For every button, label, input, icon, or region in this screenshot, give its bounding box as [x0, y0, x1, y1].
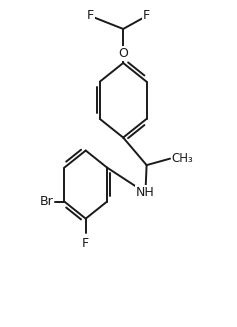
Text: F: F — [82, 237, 89, 250]
Text: F: F — [87, 9, 94, 23]
Text: O: O — [118, 47, 128, 60]
Text: NH: NH — [136, 186, 155, 199]
Text: CH₃: CH₃ — [171, 152, 193, 165]
Text: Br: Br — [40, 195, 54, 208]
Text: F: F — [143, 9, 150, 23]
